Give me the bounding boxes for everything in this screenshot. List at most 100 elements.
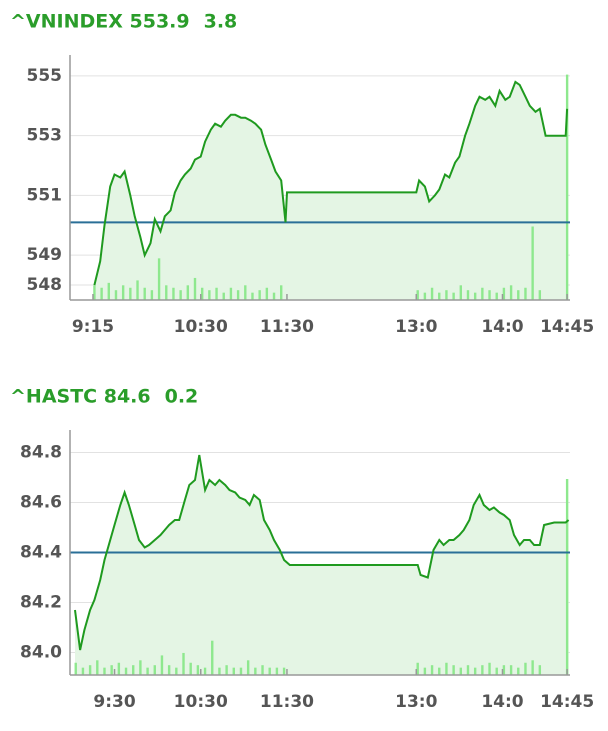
volume-bar	[74, 662, 77, 675]
volume-bar	[481, 287, 484, 300]
volume-bar	[517, 290, 520, 300]
volume-bar	[445, 290, 448, 300]
volume-bar	[81, 667, 85, 675]
volume-bar	[193, 277, 197, 300]
chart-title: ^VNINDEX 553.9	[10, 11, 190, 33]
volume-bar	[272, 292, 276, 300]
x-tick-label: 11:30	[260, 692, 314, 712]
volume-bar	[524, 287, 527, 300]
volume-bar	[157, 258, 161, 300]
volume-bar	[509, 665, 513, 675]
volume-bar	[438, 667, 441, 675]
x-tick-label: 9:30	[93, 692, 135, 712]
volume-bar	[175, 667, 178, 675]
volume-bar	[481, 665, 484, 675]
volume-bar	[121, 285, 125, 300]
volume-bar	[488, 290, 491, 300]
volume-bar	[430, 287, 434, 300]
x-tick-label: 10:30	[174, 317, 228, 337]
volume-bar	[495, 667, 498, 675]
x-tick-label: 13:0	[395, 317, 437, 337]
volume-bar	[531, 660, 534, 675]
volume-bar	[186, 285, 190, 300]
volume-bar	[100, 287, 103, 300]
volume-bar	[150, 290, 154, 300]
volume-bar	[222, 292, 225, 300]
x-tick-label: 14:0	[481, 692, 523, 712]
volume-bar	[517, 667, 520, 675]
volume-bar	[153, 665, 156, 675]
volume-bar	[129, 287, 132, 300]
volume-bar	[502, 287, 506, 300]
volume-bar	[93, 285, 96, 300]
y-tick-label: 84.2	[20, 593, 62, 613]
volume-bar	[275, 667, 279, 675]
volume-bar	[459, 285, 463, 300]
volume-bar	[538, 665, 542, 675]
volume-bar	[167, 665, 171, 675]
volume-bar	[280, 285, 283, 300]
x-tick-label: 14:45	[540, 317, 594, 337]
volume-bar	[124, 667, 128, 675]
volume-bar	[211, 640, 214, 675]
y-tick-label: 84.8	[20, 443, 62, 463]
volume-bar	[282, 667, 286, 675]
volume-bar	[246, 660, 250, 675]
volume-bar	[218, 667, 221, 675]
volume-bar	[88, 665, 92, 675]
volume-bar	[236, 290, 240, 300]
volume-bar	[179, 290, 182, 300]
y-tick-label: 551	[27, 185, 63, 205]
volume-bar	[416, 662, 419, 675]
volume-bar	[254, 667, 257, 675]
volume-bar	[531, 226, 534, 300]
volume-bar	[423, 667, 427, 675]
x-tick-label: 14:45	[540, 692, 594, 712]
volume-bar	[502, 665, 506, 675]
volume-bar	[139, 660, 142, 675]
y-tick-label: 548	[27, 275, 63, 295]
volume-bar	[110, 665, 113, 675]
volume-bar	[160, 655, 164, 675]
price-line	[74, 454, 570, 651]
price-area	[94, 81, 568, 301]
y-tick-label: 553	[27, 126, 63, 146]
volume-bar	[114, 290, 118, 300]
volume-bar	[258, 290, 261, 300]
y-tick-label: 555	[27, 66, 63, 86]
volume-bar	[488, 662, 491, 675]
volume-bar	[96, 660, 99, 675]
volume-bar	[172, 287, 175, 300]
y-tick-label: 549	[27, 245, 63, 265]
volume-bar	[225, 665, 228, 675]
volume-bar	[136, 280, 139, 300]
volume-bar	[203, 667, 207, 675]
x-tick-label: 11:30	[260, 317, 314, 337]
volume-bar	[182, 652, 185, 675]
y-tick-label: 84.0	[20, 643, 62, 663]
volume-bar	[229, 287, 233, 300]
volume-bar	[265, 287, 269, 300]
y-tick-label: 84.6	[20, 493, 62, 513]
price-line	[93, 80, 569, 286]
volume-bar	[565, 479, 569, 675]
volume-bar	[438, 292, 441, 300]
volume-bar	[466, 290, 470, 300]
volume-bar	[416, 290, 419, 300]
volume-bar	[200, 287, 204, 300]
volume-bar	[423, 292, 427, 300]
volume-bar	[103, 667, 106, 675]
volume-bar	[146, 667, 149, 675]
volume-bar	[473, 667, 477, 675]
volume-bar	[215, 287, 218, 300]
volume-bar	[466, 665, 470, 675]
chart-title: ^HASTC 84.6	[10, 386, 151, 408]
y-tick-label: 84.4	[20, 543, 62, 563]
change-value: 3.8	[204, 11, 238, 33]
volume-bar	[452, 292, 455, 300]
volume-bar	[117, 662, 121, 675]
volume-bar	[132, 665, 135, 675]
change-value: 0.2	[165, 386, 199, 408]
volume-bar	[509, 285, 513, 300]
